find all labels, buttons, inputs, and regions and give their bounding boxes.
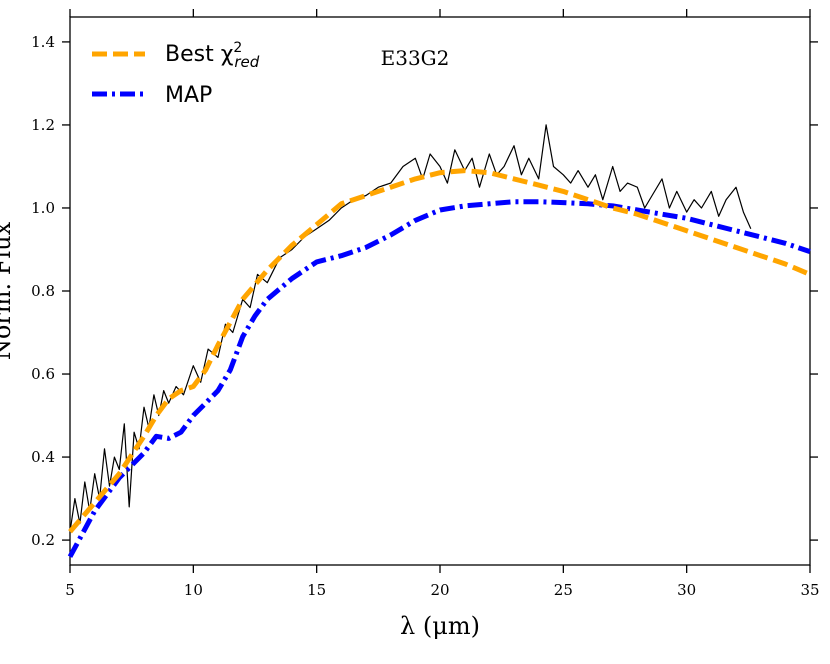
legend: Best χ2 red MAP [92,40,260,108]
x-tick-label: 25 [554,581,573,599]
y-tick-label: 0.8 [31,282,55,300]
series-layer [67,124,811,558]
series-line-best-chi2 [68,168,811,534]
y-tick-label: 0.6 [31,365,55,383]
object-annotation: E33G2 [381,46,450,70]
legend-subscript: red [234,53,259,71]
y-tick-label: 1.4 [31,33,55,51]
x-axis-label: λ (μm) [400,612,480,640]
legend-label-best-chi2: Best χ2 red [165,40,260,71]
legend-superscript: 2 [233,40,242,56]
axis-ticks: 5 10 15 20 25 30 35 0.2 0.4 0.6 0.8 1.0 1.2 1.4 [31,9,820,599]
x-tick-label: 35 [800,581,819,599]
y-tick-label: 0.4 [31,448,55,466]
y-tick-label: 1.2 [31,116,55,134]
series-line-map [67,199,811,558]
y-tick-label: 0.2 [31,531,55,549]
x-tick-label: 15 [307,581,326,599]
y-axis-label: Norm. Flux [0,221,16,360]
legend-label-map: MAP [165,83,212,108]
plot-area [69,16,811,566]
x-tick-label: 30 [677,581,696,599]
x-tick-label: 10 [184,581,203,599]
x-tick-label: 5 [65,581,75,599]
x-tick-label: 20 [430,581,449,599]
y-tick-label: 1.0 [31,199,55,217]
